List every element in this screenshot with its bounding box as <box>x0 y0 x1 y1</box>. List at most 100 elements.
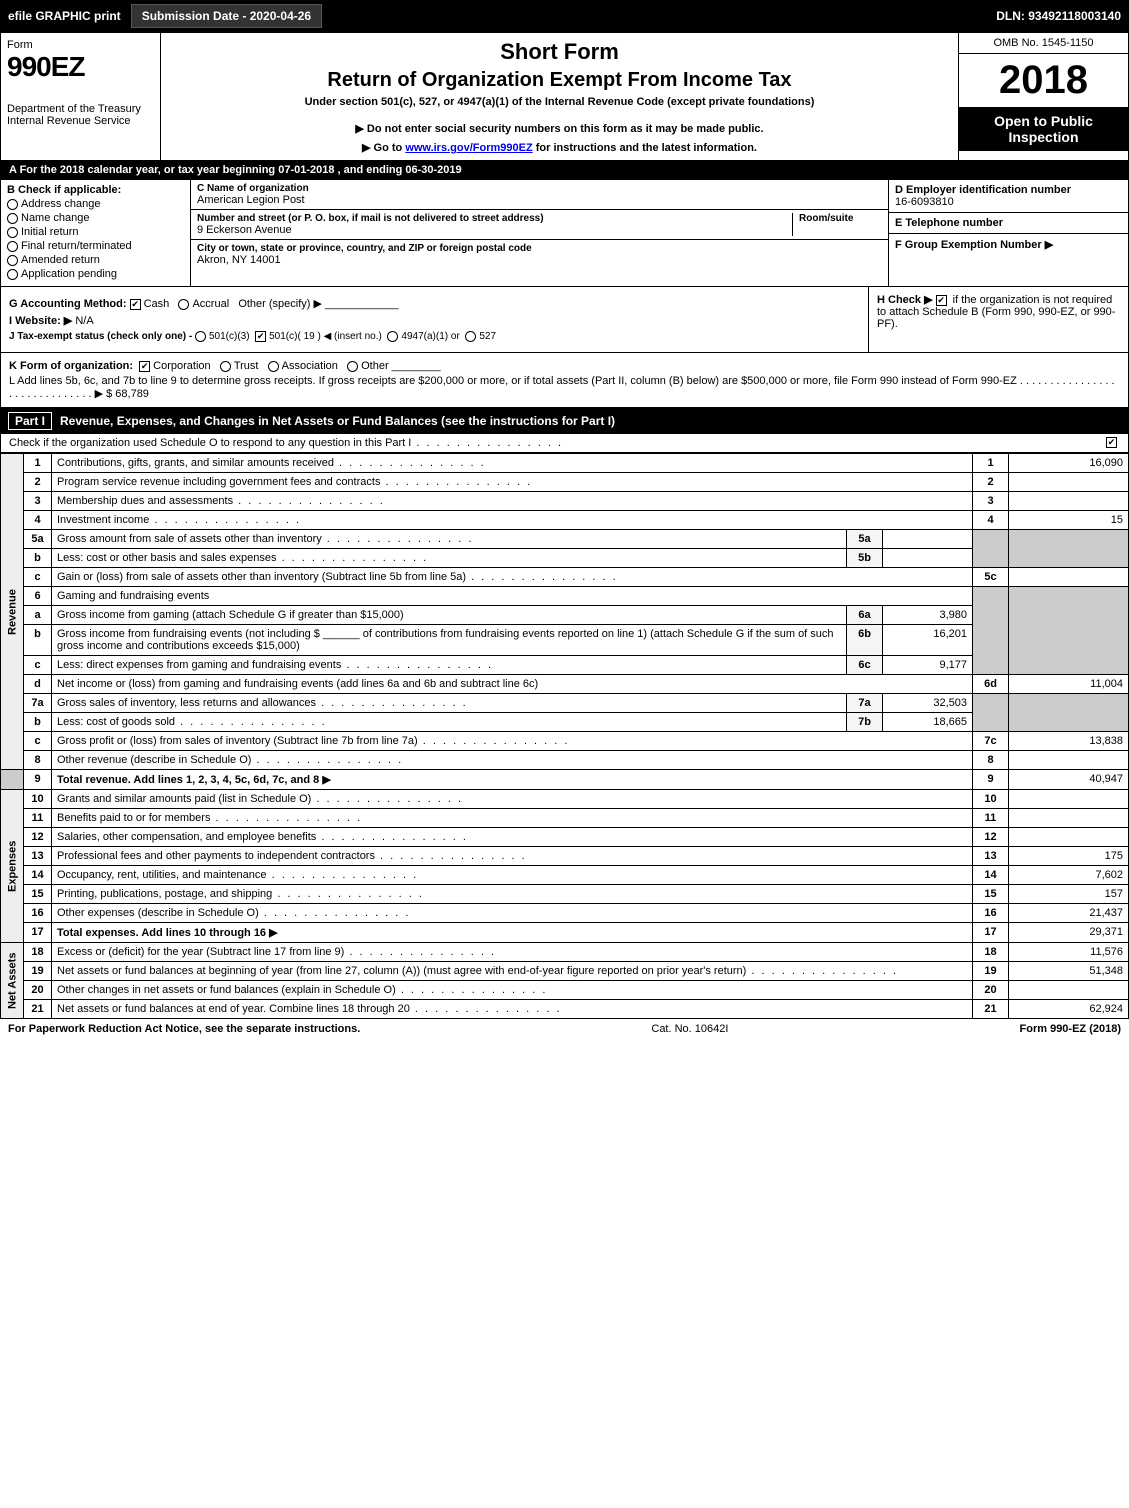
cb-final-return-label: Final return/terminated <box>21 240 132 252</box>
r7b-in: 7b <box>847 713 883 732</box>
r7-shade <box>973 694 1009 732</box>
r17-n: 17 <box>24 923 52 943</box>
cb-initial-return-label: Initial return <box>21 226 78 238</box>
line-j-label: J Tax-exempt status (check only one) - <box>9 331 195 342</box>
footer-cat-no: Cat. No. 10642I <box>651 1023 728 1035</box>
opt-other-org: Other <box>361 360 389 372</box>
cb-accrual[interactable] <box>178 299 189 310</box>
r20-d: Other changes in net assets or fund bala… <box>57 984 547 996</box>
r16-d: Other expenses (describe in Schedule O) <box>57 907 410 919</box>
cb-501c[interactable] <box>255 331 266 342</box>
cb-501c3[interactable] <box>195 331 206 342</box>
org-city-value: Akron, NY 14001 <box>197 254 882 266</box>
cb-amended-return-label: Amended return <box>21 254 100 266</box>
cb-trust[interactable] <box>220 361 231 372</box>
lines-table: Revenue 1 Contributions, gifts, grants, … <box>0 453 1129 1019</box>
org-city-label: City or town, state or province, country… <box>197 243 882 254</box>
cb-name-change[interactable]: Name change <box>7 212 184 224</box>
cb-amended-return[interactable]: Amended return <box>7 254 184 266</box>
irs-link[interactable]: www.irs.gov/Form990EZ <box>405 142 532 154</box>
box-def: D Employer identification number 16-6093… <box>888 180 1128 286</box>
opt-4947: 4947(a)(1) or <box>401 331 459 342</box>
r9-ov: 40,947 <box>1009 770 1129 790</box>
r14-ov: 7,602 <box>1009 866 1129 885</box>
r5a-iv <box>883 530 973 549</box>
group-exemption-label: F Group Exemption Number ▶ <box>895 238 1122 251</box>
r3-on: 3 <box>973 492 1009 511</box>
r20-ov <box>1009 981 1129 1000</box>
form-word: Form <box>7 39 154 51</box>
cb-address-change-label: Address change <box>21 198 101 210</box>
r19-n: 19 <box>24 962 52 981</box>
r20-on: 20 <box>973 981 1009 1000</box>
r4-n: 4 <box>24 511 52 530</box>
box-e: E Telephone number <box>889 213 1128 234</box>
r17-on: 17 <box>973 923 1009 943</box>
box-f: F Group Exemption Number ▶ <box>889 234 1128 286</box>
cb-schedB[interactable] <box>936 295 947 306</box>
cb-527[interactable] <box>465 331 476 342</box>
form-header-right: OMB No. 1545-1150 2018 Open to Public In… <box>958 33 1128 160</box>
r8-n: 8 <box>24 751 52 770</box>
r6-n: 6 <box>24 587 52 606</box>
r11-n: 11 <box>24 809 52 828</box>
r13-on: 13 <box>973 847 1009 866</box>
r6b-d: Gross income from fundraising events (no… <box>57 628 834 652</box>
opt-501c: 501(c)( 19 ) ◀ (insert no.) <box>269 331 382 342</box>
open-to-public: Open to Public Inspection <box>959 107 1128 151</box>
r13-n: 13 <box>24 847 52 866</box>
page-footer: For Paperwork Reduction Act Notice, see … <box>0 1019 1129 1039</box>
cb-schedO[interactable] <box>1106 437 1117 448</box>
r5c-ov <box>1009 568 1129 587</box>
r14-n: 14 <box>24 866 52 885</box>
r7c-on: 7c <box>973 732 1009 751</box>
r18-on: 18 <box>973 943 1009 962</box>
r18-d: Excess or (deficit) for the year (Subtra… <box>57 946 496 958</box>
phone-label: E Telephone number <box>895 217 1122 229</box>
ghi-block: G Accounting Method: Cash Accrual Other … <box>0 287 1129 353</box>
r12-on: 12 <box>973 828 1009 847</box>
r10-d: Grants and similar amounts paid (list in… <box>57 793 463 805</box>
r7b-d: Less: cost of goods sold <box>57 716 327 728</box>
cb-4947[interactable] <box>387 331 398 342</box>
opt-assoc: Association <box>282 360 338 372</box>
org-name-value: American Legion Post <box>197 194 882 206</box>
cb-assoc[interactable] <box>268 361 279 372</box>
line-g: G Accounting Method: Cash Accrual Other … <box>9 297 860 310</box>
part1-check-text: Check if the organization used Schedule … <box>9 437 563 449</box>
r7c-n: c <box>24 732 52 751</box>
part1-check-row: Check if the organization used Schedule … <box>0 434 1129 453</box>
r5a-n: 5a <box>24 530 52 549</box>
r6d-ov: 11,004 <box>1009 675 1129 694</box>
r9-d: Total revenue. Add lines 1, 2, 3, 4, 5c,… <box>57 774 331 786</box>
line-g-label: G Accounting Method: <box>9 298 127 310</box>
cb-cash[interactable] <box>130 299 141 310</box>
cb-address-change[interactable]: Address change <box>7 198 184 210</box>
r6-shade-v <box>1009 587 1129 675</box>
ein-label: D Employer identification number <box>895 184 1122 196</box>
r14-on: 14 <box>973 866 1009 885</box>
r4-d: Investment income <box>57 514 301 526</box>
r5a-in: 5a <box>847 530 883 549</box>
r21-ov: 62,924 <box>1009 1000 1129 1019</box>
cb-application-pending[interactable]: Application pending <box>7 268 184 280</box>
cb-initial-return[interactable]: Initial return <box>7 226 184 238</box>
r6b-n: b <box>24 625 52 656</box>
opt-corp: Corporation <box>153 360 210 372</box>
r8-ov <box>1009 751 1129 770</box>
submission-date-button[interactable]: Submission Date - 2020-04-26 <box>131 4 322 28</box>
cb-corp[interactable] <box>139 361 150 372</box>
r18-n: 18 <box>24 943 52 962</box>
info-block: B Check if applicable: Address change Na… <box>0 180 1129 287</box>
period-text-b: , and ending <box>334 164 405 176</box>
cb-other-org[interactable] <box>347 361 358 372</box>
r5b-in: 5b <box>847 549 883 568</box>
r11-d: Benefits paid to or for members <box>57 812 362 824</box>
org-addr-row: Number and street (or P. O. box, if mail… <box>191 210 888 240</box>
period-end: 06-30-2019 <box>405 164 461 176</box>
r9-on: 9 <box>973 770 1009 790</box>
r1-on: 1 <box>973 454 1009 473</box>
r21-on: 21 <box>973 1000 1009 1019</box>
line-k-label: K Form of organization: <box>9 360 133 372</box>
cb-final-return[interactable]: Final return/terminated <box>7 240 184 252</box>
